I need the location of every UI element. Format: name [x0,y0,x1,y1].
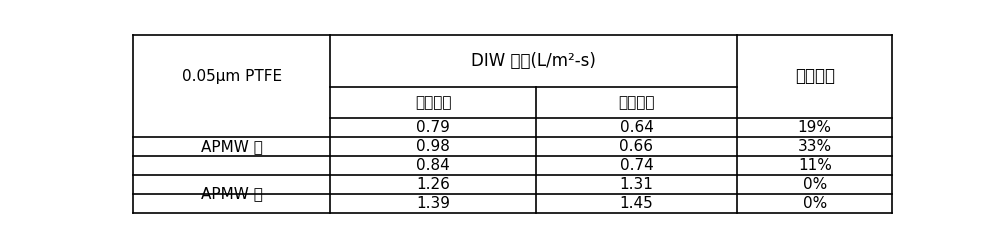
Text: 1.39: 1.39 [416,196,450,211]
Text: 0%: 0% [803,196,827,211]
Text: 1.31: 1.31 [620,177,653,192]
Text: APMW 前: APMW 前 [201,139,262,154]
Text: 0.98: 0.98 [416,139,450,154]
Text: APMW 后: APMW 后 [201,187,262,202]
Text: 0.84: 0.84 [416,158,450,173]
Text: 1.45: 1.45 [620,196,653,211]
Text: DIW 流量(L/m²-s): DIW 流量(L/m²-s) [471,52,596,70]
Text: 11%: 11% [798,158,832,173]
Text: 0.05μm PTFE: 0.05μm PTFE [182,69,282,84]
Text: 19%: 19% [798,120,832,135]
Text: 0.66: 0.66 [620,139,654,154]
Text: 0%: 0% [803,177,827,192]
Text: 0.79: 0.79 [416,120,450,135]
Text: 1.26: 1.26 [416,177,450,192]
Text: 0.64: 0.64 [620,120,653,135]
Text: 流量损失: 流量损失 [795,67,835,85]
Text: 高压釜后: 高压釜后 [618,95,655,110]
Text: 0.74: 0.74 [620,158,653,173]
Text: 高压釜前: 高压釜前 [415,95,451,110]
Text: 33%: 33% [798,139,832,154]
